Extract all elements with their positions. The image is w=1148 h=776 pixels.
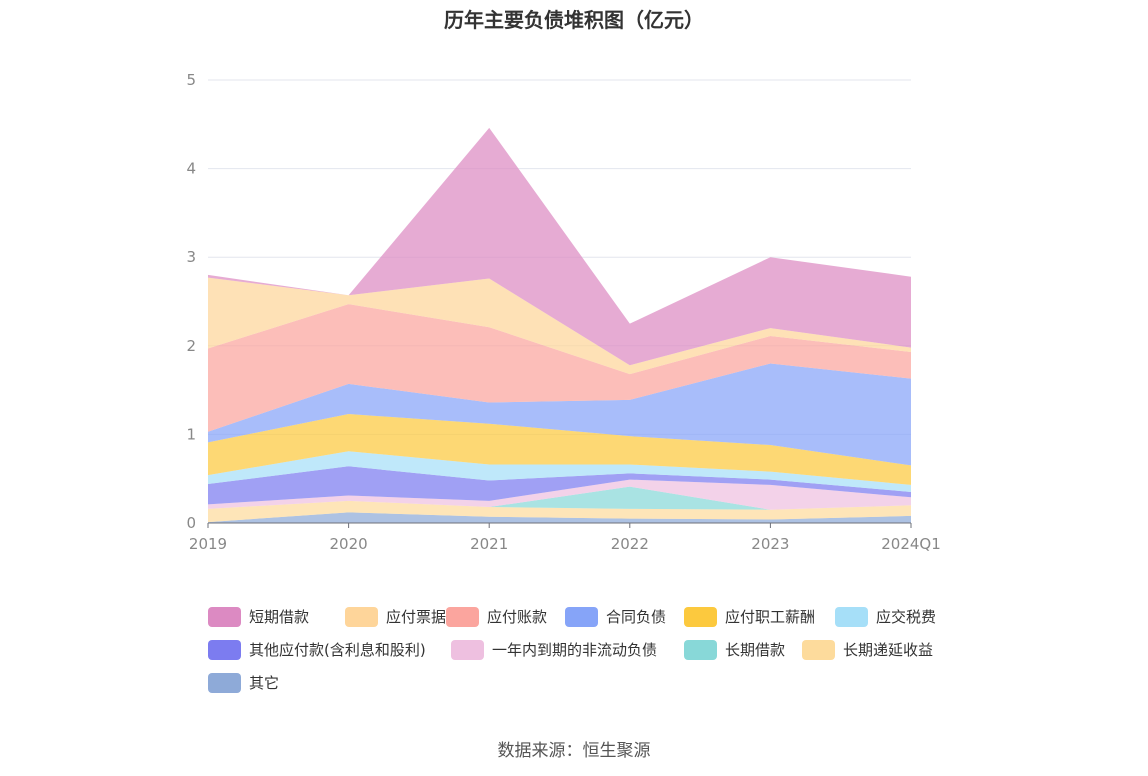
x-tick-label: 2023 bbox=[751, 535, 789, 553]
stacked-area-chart: 0 1 2 3 4 5 2019 2020 2021 2022 2023 2024Q1 bbox=[186, 71, 940, 553]
legend-item[interactable]: 合同负债 bbox=[565, 606, 666, 627]
legend-label: 短期借款 bbox=[249, 608, 310, 626]
legend-item[interactable]: 应付票据 bbox=[345, 606, 446, 627]
area-其它[interactable] bbox=[208, 512, 911, 523]
y-tick-label: 5 bbox=[186, 71, 196, 89]
legend-label: 应付账款 bbox=[487, 608, 548, 626]
legend-swatch bbox=[835, 606, 868, 627]
legend-item[interactable]: 应付账款 bbox=[446, 606, 547, 627]
legend-swatch bbox=[345, 606, 378, 627]
y-tick-label: 1 bbox=[186, 425, 196, 443]
legend-label: 其它 bbox=[249, 674, 280, 692]
legend-item[interactable]: 长期递延收益 bbox=[802, 639, 933, 660]
x-tick-label: 2022 bbox=[611, 535, 649, 553]
legend-swatch bbox=[451, 639, 484, 660]
legend-swatch bbox=[208, 672, 241, 693]
data-source-note: 数据来源：恒生聚源 bbox=[497, 741, 651, 761]
legend-label: 一年内到期的非流动负债 bbox=[492, 641, 658, 659]
area-应付账款[interactable] bbox=[208, 304, 911, 432]
legend-item[interactable]: 长期借款 bbox=[684, 639, 785, 660]
area-合同负债[interactable] bbox=[208, 363, 911, 466]
y-tick-label: 4 bbox=[186, 160, 196, 178]
legend-swatch bbox=[208, 639, 241, 660]
legend-swatch bbox=[684, 606, 717, 627]
legend-item[interactable]: 短期借款 bbox=[208, 606, 309, 627]
area-应付票据[interactable] bbox=[208, 277, 911, 375]
axes: 0 1 2 3 4 5 2019 2020 2021 2022 2023 2024Q1 bbox=[186, 71, 940, 553]
chart-title: 历年主要负债堆积图（亿元） bbox=[444, 8, 704, 32]
x-tick-label: 2019 bbox=[189, 535, 227, 553]
legend-label: 其他应付款(含利息和股利) bbox=[249, 641, 426, 659]
x-tick-label: 2020 bbox=[330, 535, 368, 553]
legend-item[interactable]: 一年内到期的非流动负债 bbox=[451, 639, 657, 660]
area-layer bbox=[208, 127, 911, 523]
area-其他应付款(含利息和股利)[interactable] bbox=[208, 466, 911, 505]
legend-item[interactable]: 应交税费 bbox=[835, 606, 936, 627]
legend-label: 应付票据 bbox=[386, 608, 447, 626]
area-长期递延收益[interactable] bbox=[208, 500, 911, 523]
area-一年内到期的非流动负债[interactable] bbox=[208, 479, 911, 510]
x-tick-label: 2024Q1 bbox=[881, 535, 941, 553]
x-tick-label: 2021 bbox=[470, 535, 508, 553]
legend-swatch bbox=[802, 639, 835, 660]
y-tick-label: 2 bbox=[186, 337, 196, 355]
legend-item[interactable]: 应付职工薪酬 bbox=[684, 606, 815, 627]
area-应付职工薪酬[interactable] bbox=[208, 414, 911, 485]
legend-label: 应交税费 bbox=[876, 608, 937, 626]
legend-label: 长期递延收益 bbox=[843, 641, 934, 659]
legend-item[interactable]: 其他应付款(含利息和股利) bbox=[208, 639, 426, 660]
y-tick-label: 0 bbox=[186, 514, 196, 532]
area-应交税费[interactable] bbox=[208, 451, 911, 492]
legend-item[interactable]: 其它 bbox=[208, 672, 279, 693]
y-tick-label: 3 bbox=[186, 248, 196, 266]
legend-label: 合同负债 bbox=[606, 608, 667, 626]
legend-swatch bbox=[565, 606, 598, 627]
area-短期借款[interactable] bbox=[208, 127, 911, 366]
legend-label: 长期借款 bbox=[725, 641, 786, 659]
legend-swatch bbox=[684, 639, 717, 660]
legend-swatch bbox=[208, 606, 241, 627]
area-长期借款[interactable] bbox=[208, 486, 911, 510]
legend-swatch bbox=[446, 606, 479, 627]
legend-label: 应付职工薪酬 bbox=[725, 608, 816, 626]
